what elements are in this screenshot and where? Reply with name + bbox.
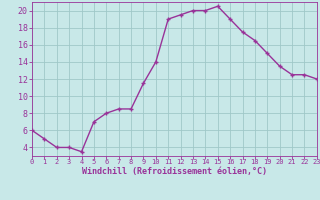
X-axis label: Windchill (Refroidissement éolien,°C): Windchill (Refroidissement éolien,°C) [82,167,267,176]
